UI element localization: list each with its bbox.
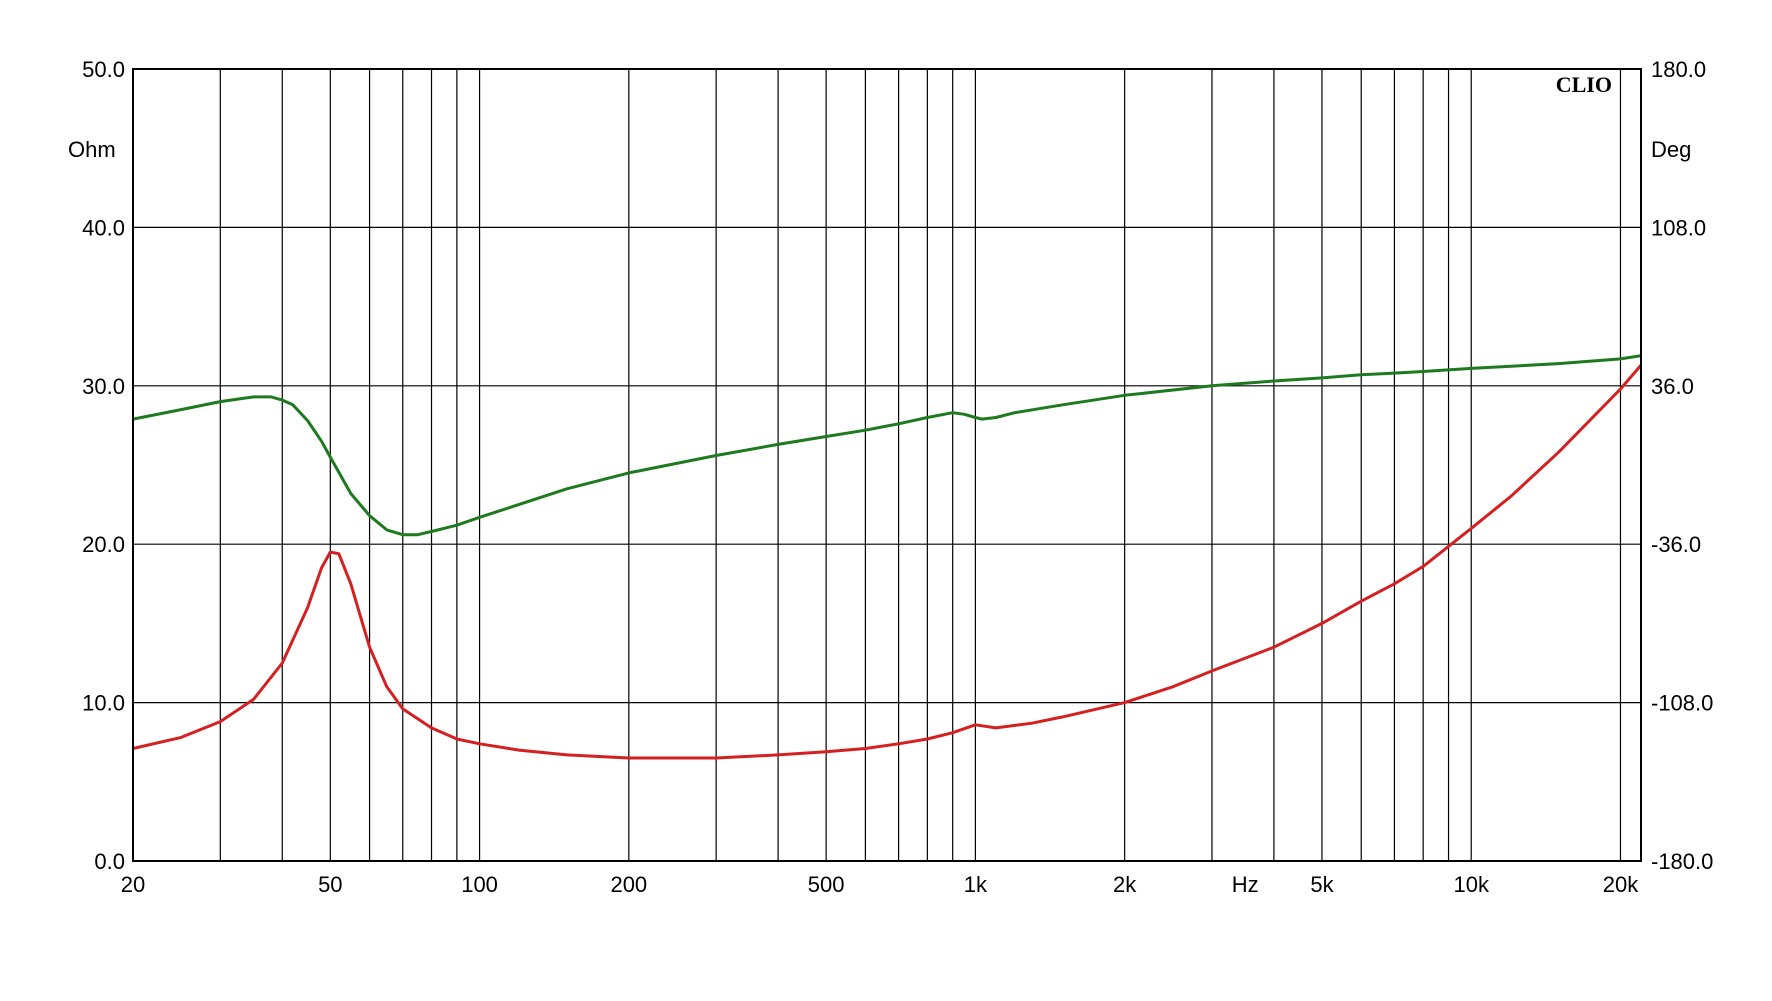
y-right-tick-labels: -180.0 -108.0 -36.0 36.0 108.0 180.0 [1651,57,1713,874]
brand-logo-text: CLIO [1556,72,1612,97]
y-right-tick-label: 36.0 [1651,374,1694,399]
series-line-2 [132,364,1643,760]
y-left-tick-labels: 0.0 10.0 20.0 30.0 40.0 50.0 [82,57,125,874]
data-series [132,354,1643,760]
x-tick-label: 200 [610,872,647,897]
x-tick-label: 500 [808,872,845,897]
x-tick-label: 2k [1113,872,1137,897]
y-left-unit-label: Ohm [68,137,116,162]
y-left-tick-label: 30.0 [82,374,125,399]
x-tick-labels: 20 50 100 200 500 1k 2k Hz 5k 10k 20k [121,872,1639,897]
grid-lines [132,68,1641,862]
x-tick-label: 10k [1453,872,1489,897]
y-right-tick-label: 108.0 [1651,215,1706,240]
x-tick-label: 20 [121,872,145,897]
y-left-tick-label: 40.0 [82,215,125,240]
x-tick-label: 100 [461,872,498,897]
y-left-tick-label: 10.0 [82,691,125,716]
y-right-tick-label: -36.0 [1651,532,1701,557]
y-right-tick-label: 180.0 [1651,57,1706,82]
y-right-unit-label: Deg [1651,137,1691,162]
x-tick-label: 50 [318,872,342,897]
y-right-tick-label: -180.0 [1651,849,1713,874]
y-left-tick-label: 50.0 [82,57,125,82]
x-tick-label: 20k [1603,872,1639,897]
series-line-1 [132,354,1642,537]
y-left-tick-label: 0.0 [94,849,125,874]
y-left-tick-label: 20.0 [82,532,125,557]
x-tick-label: Hz [1232,872,1259,897]
x-tick-label: 5k [1310,872,1334,897]
x-tick-label: 1k [964,872,988,897]
plot-frame [132,68,1642,862]
y-right-tick-label: -108.0 [1651,691,1713,716]
